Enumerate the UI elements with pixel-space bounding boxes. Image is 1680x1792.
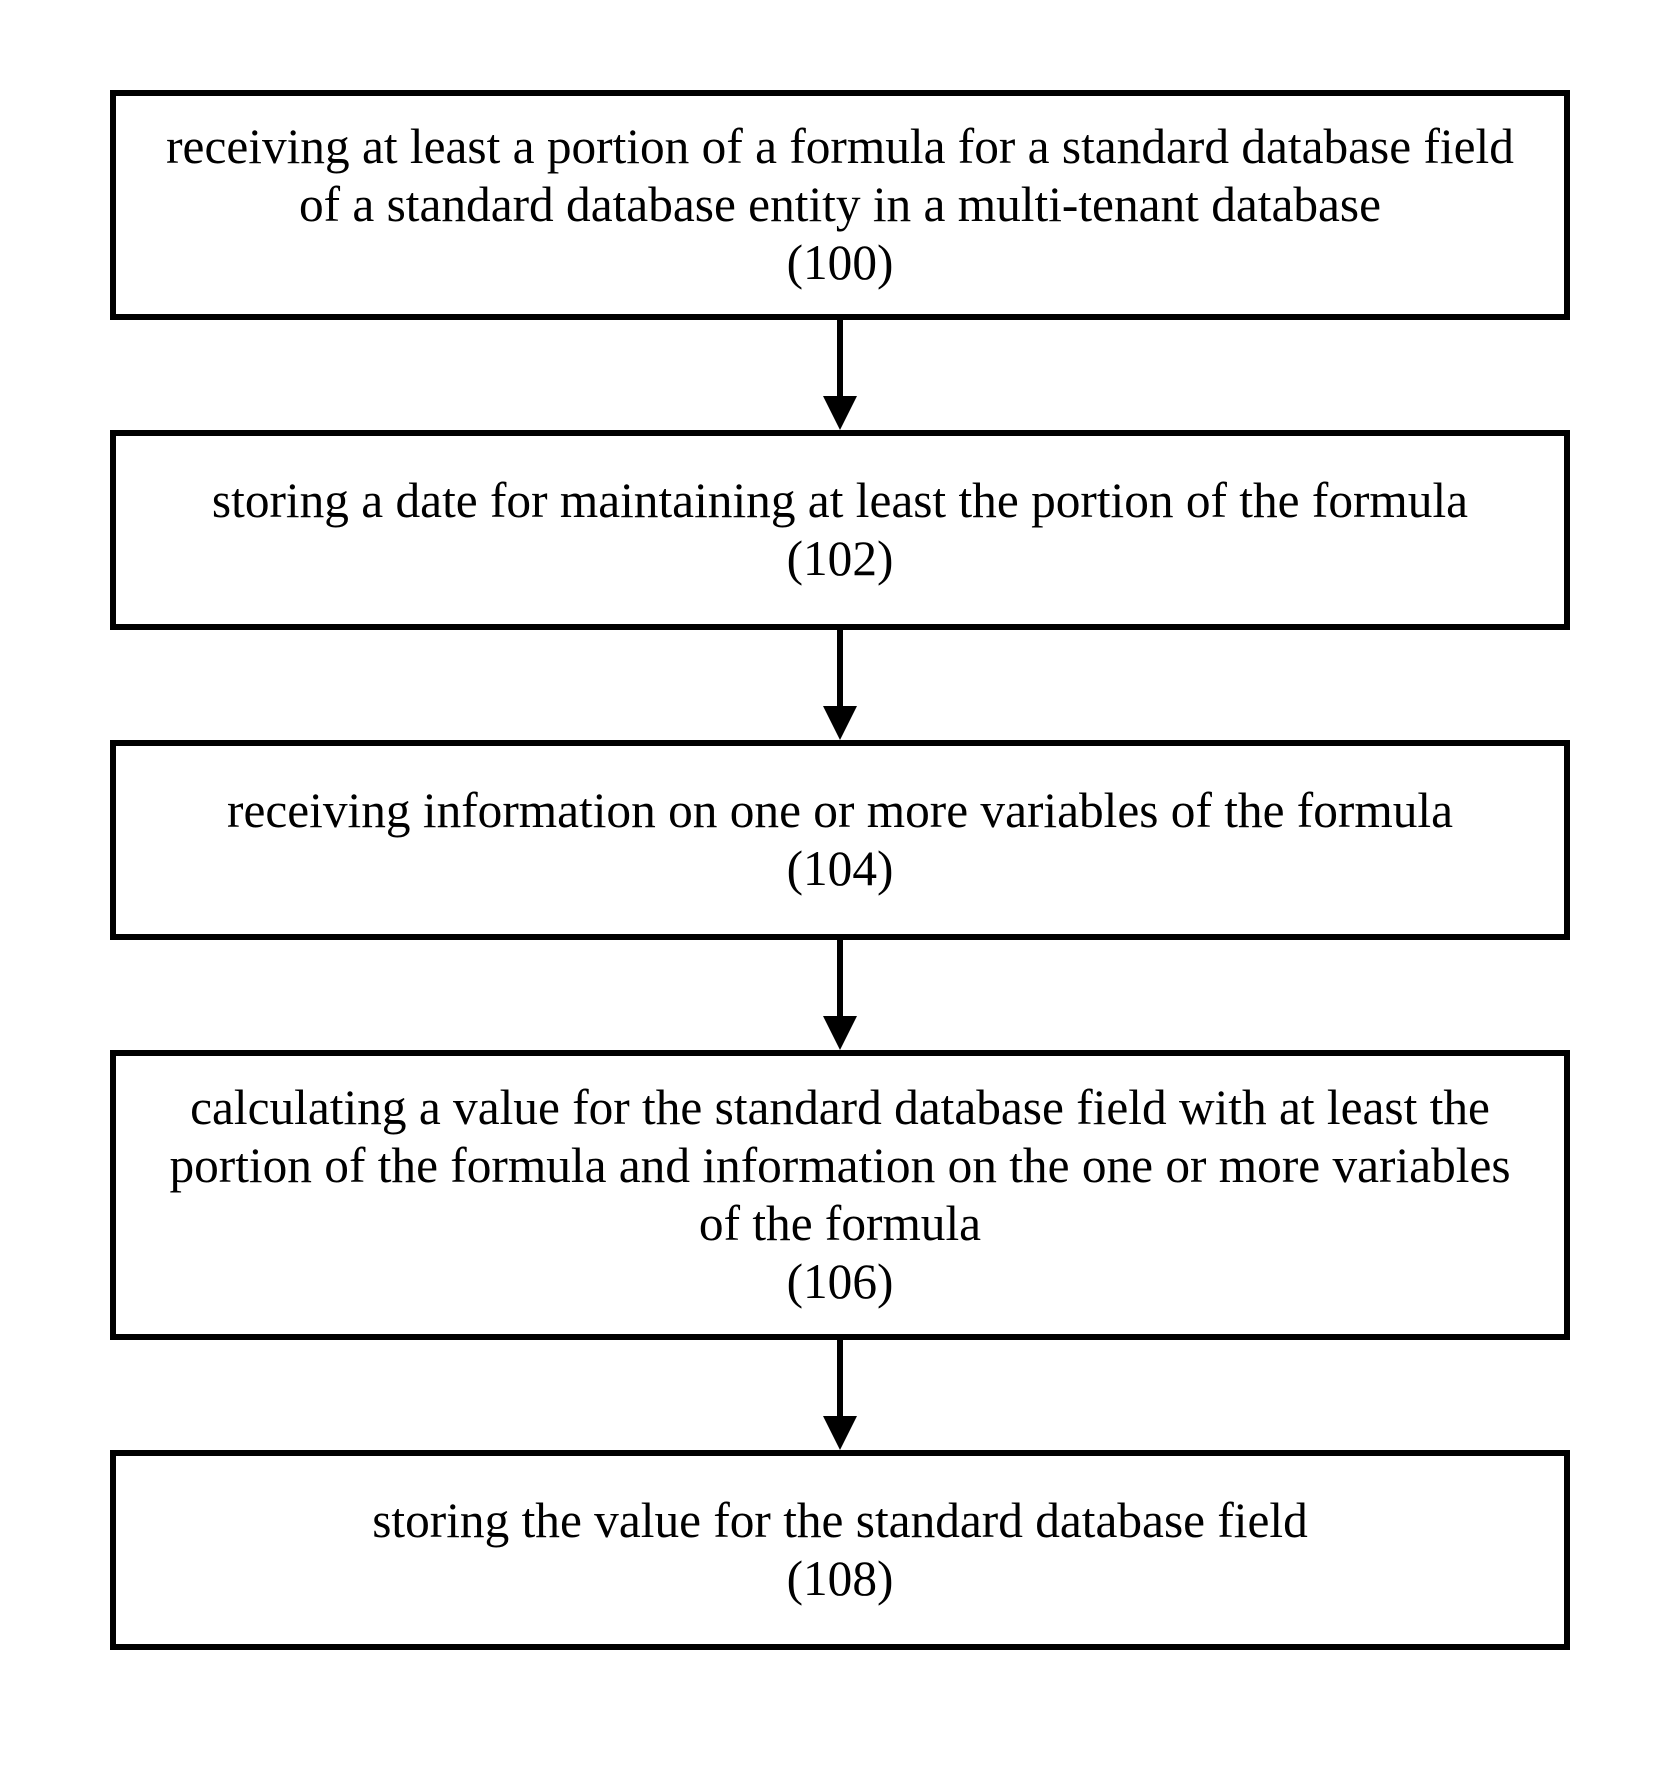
- flowchart-node-ref: (102): [787, 530, 894, 588]
- flowchart-node-text: storing the value for the standard datab…: [372, 1492, 1308, 1550]
- flowchart-node-text: storing a date for maintaining at least …: [212, 472, 1468, 530]
- flowchart-node-text: calculating a value for the standard dat…: [156, 1079, 1524, 1254]
- flowchart-node: receiving information on one or more var…: [110, 740, 1570, 940]
- flowchart-node-text: receiving at least a portion of a formul…: [156, 118, 1524, 234]
- flowchart-node-ref: (106): [787, 1253, 894, 1311]
- flowchart-node: storing the value for the standard datab…: [110, 1450, 1570, 1650]
- flowchart-canvas: receiving at least a portion of a formul…: [0, 0, 1680, 1792]
- flowchart-node-ref: (104): [787, 840, 894, 898]
- flowchart-node: storing a date for maintaining at least …: [110, 430, 1570, 630]
- flowchart-node-ref: (100): [787, 234, 894, 292]
- flowchart-node: receiving at least a portion of a formul…: [110, 90, 1570, 320]
- flowchart-node: calculating a value for the standard dat…: [110, 1050, 1570, 1340]
- flowchart-node-text: receiving information on one or more var…: [227, 782, 1453, 840]
- flowchart-node-ref: (108): [787, 1550, 894, 1608]
